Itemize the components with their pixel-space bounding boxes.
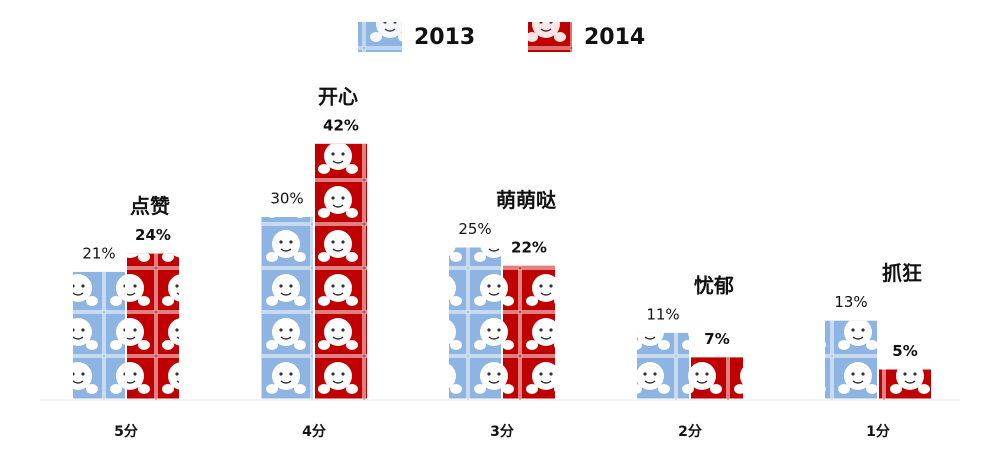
annotation: 点赞 <box>130 194 170 218</box>
value-label: 7% <box>704 330 729 348</box>
value-label: 21% <box>82 244 115 262</box>
bar-pictogram <box>449 248 501 401</box>
bar-pictogram <box>127 254 179 400</box>
legend-icon <box>528 22 572 52</box>
bar-pictogram <box>503 266 555 400</box>
x-tick-label: 1分 <box>866 424 890 440</box>
annotation: 开心 <box>318 84 358 108</box>
bar-pictogram <box>261 217 313 400</box>
legend-label: 2013 <box>414 25 475 50</box>
legend-label: 2014 <box>584 25 645 50</box>
bar-pictogram <box>637 333 689 400</box>
value-label: 22% <box>511 238 547 256</box>
value-label: 24% <box>135 226 171 244</box>
value-label: 25% <box>458 220 491 238</box>
annotation: 抓狂 <box>882 261 922 285</box>
value-label: 5% <box>892 342 917 360</box>
value-label: 13% <box>834 293 867 311</box>
bar-pictogram <box>73 272 125 400</box>
x-tick-label: 2分 <box>678 424 702 440</box>
x-tick-label: 3分 <box>490 424 514 440</box>
bar-pictogram <box>879 370 931 401</box>
chart: 2013 2014 21% 24% 点赞 5分 30% 42% 开心 4分 25% 22% 萌萌哒 3分 1… <box>0 0 995 459</box>
bar-pictogram <box>315 144 367 400</box>
bar-pictogram <box>825 321 877 400</box>
bar-pictogram <box>691 357 743 400</box>
annotation: 忧郁 <box>694 273 734 297</box>
value-label: 42% <box>323 116 359 134</box>
value-label: 30% <box>270 190 303 208</box>
legend-icon <box>358 22 402 52</box>
x-tick-label: 4分 <box>302 424 326 440</box>
annotation: 萌萌哒 <box>496 188 557 212</box>
x-tick-label: 5分 <box>114 424 138 440</box>
value-label: 11% <box>646 305 679 323</box>
